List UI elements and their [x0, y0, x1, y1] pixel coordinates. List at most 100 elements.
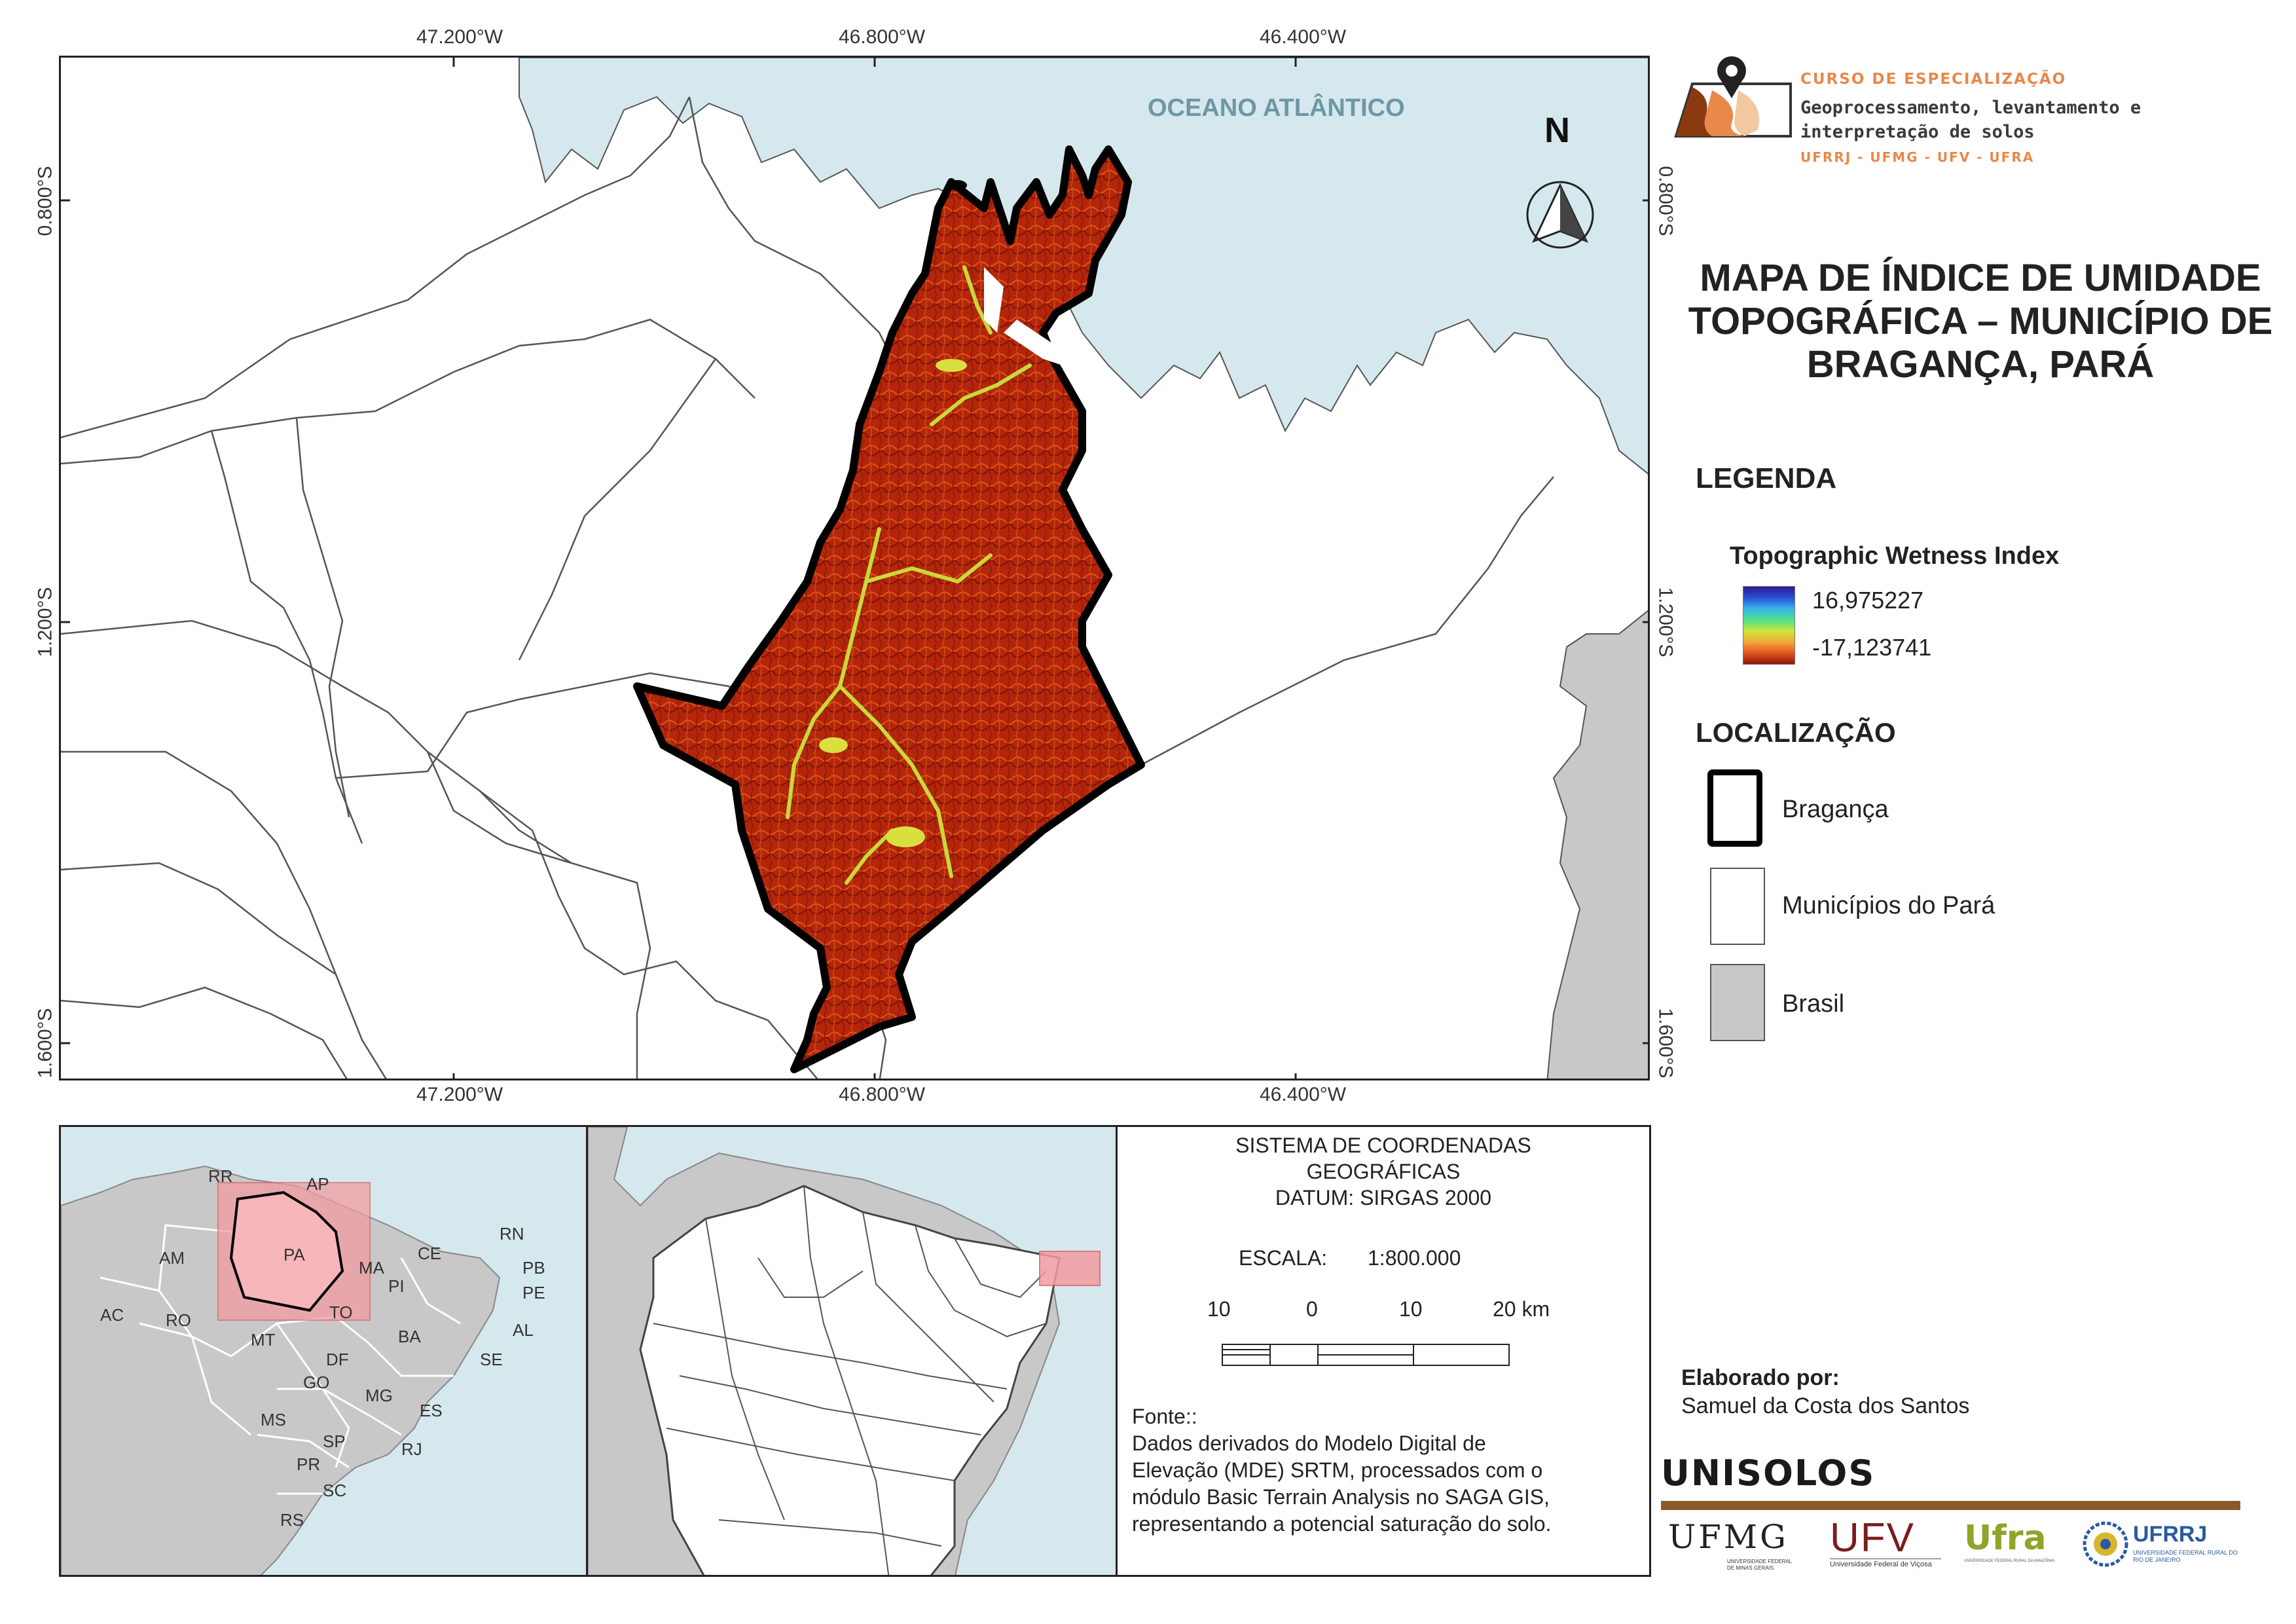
ufrrj-text: UFRRJ [2133, 1522, 2208, 1547]
coord-left-2: 1.200°S [34, 587, 56, 657]
north-label: N [1544, 111, 1570, 150]
twi-wet-channels [786, 265, 1032, 885]
ufmg-logo: UFMG UNIVERSIDADE FEDERAL DE MINAS GERAI… [1668, 1518, 1793, 1577]
ufrrj-seal-icon [2083, 1521, 2128, 1567]
map-title: MAPA DE ÍNDICE DE UMIDADE TOPOGRÁFICA – … [1688, 257, 2273, 386]
source-line-3: módulo Basic Terrain Analysis no SAGA GI… [1132, 1485, 1550, 1509]
state-label: SE [480, 1350, 503, 1369]
course-logo-mark [1674, 56, 1792, 138]
crs-line-2: GEOGRÁFICAS [1306, 1160, 1461, 1183]
scale-label: ESCALA: [1239, 1246, 1328, 1270]
ufrrj-sub: UNIVERSIDADE FEDERAL RURAL DO RIO DE JAN… [2133, 1549, 2238, 1563]
coord-left-3: 1.600°S [34, 1008, 56, 1079]
ufv-sub: Universidade Federal de Viçosa [1830, 1559, 1941, 1568]
legend-label-brasil: Brasil [1782, 990, 1845, 1018]
main-map: OCEANO ATLÂNTICO N [59, 56, 1650, 1080]
state-label: PE [522, 1283, 545, 1302]
state-label: DF [326, 1350, 349, 1369]
ufra-sub: UNIVERSIDADE FEDERAL RURAL DA AMAZÔNIA [1964, 1559, 2055, 1563]
state-label: AP [306, 1174, 329, 1194]
island [949, 180, 967, 191]
coord-bottom-1: 47.200°W [416, 1084, 503, 1105]
ufrrj-logo: UFRRJ UNIVERSIDADE FEDERAL RURAL DO RIO … [2082, 1518, 2239, 1577]
author-heading: Elaborado por: [1681, 1365, 1840, 1390]
state-label: AM [159, 1248, 185, 1268]
twi-max-label: 16,975227 [1812, 587, 1924, 614]
ufmg-text: UFMG [1668, 1518, 1789, 1556]
state-label: PA [283, 1245, 305, 1264]
para-region-shape [588, 1127, 1101, 1575]
ocean-label: OCEANO ATLÂNTICO [1148, 94, 1405, 122]
info-panel: SISTEMA DE COORDENADAS GEOGRÁFICAS DATUM… [1116, 1125, 1651, 1577]
coord-bottom-2: 46.800°W [839, 1084, 926, 1105]
state-label: RN [500, 1224, 524, 1244]
coord-right-2: 1.200°S [1654, 587, 1677, 657]
state-label: AL [513, 1320, 534, 1340]
ufv-text: UFV [1830, 1515, 1915, 1560]
legend-label-braganca: Bragança [1782, 796, 1889, 823]
twi-min-label: -17,123741 [1812, 634, 1932, 661]
north-arrow [1526, 181, 1594, 249]
scalebar-tick-4: 20 km [1493, 1297, 1550, 1321]
state-label: BA [398, 1327, 421, 1346]
state-label: MG [365, 1386, 393, 1405]
ufra-logo: Ufra UNIVERSIDADE FEDERAL RURAL DA AMAZÔ… [1964, 1518, 2056, 1577]
source-heading: Fonte:: [1132, 1405, 1197, 1428]
braganca-polygon [633, 145, 1145, 1073]
graticule-ticks [61, 58, 1648, 1079]
coord-top-3: 46.400°W [1260, 26, 1347, 48]
scalebar-tick-2: 0 [1306, 1297, 1318, 1321]
ufv-logo: UFV Universidade Federal de Viçosa [1830, 1518, 1941, 1577]
state-label: AC [100, 1305, 124, 1325]
state-label: SC [323, 1481, 347, 1500]
inset-para-map [586, 1125, 1118, 1577]
estuary-north [984, 267, 1004, 333]
location-heading: LOCALIZAÇÃO [1696, 717, 1896, 748]
state-label: PB [522, 1258, 545, 1278]
source-line-4: representando a potencial saturação do s… [1132, 1512, 1552, 1536]
coord-top-2: 46.800°W [839, 26, 926, 48]
source-line-2: Elevação (MDE) SRTM, processados com o [1132, 1458, 1543, 1482]
state-label: MA [359, 1258, 384, 1278]
coord-right-1: 0.800°S [1654, 166, 1677, 236]
scalebar-tick-1: 10 [1207, 1297, 1231, 1321]
braganca-highlight [1039, 1251, 1101, 1286]
scalebar-tick-3: 10 [1399, 1297, 1423, 1321]
brazil-mainland [1546, 610, 1648, 1079]
state-label: RS [280, 1510, 304, 1530]
course-logo: CURSO DE ESPECIALIZAÇÃO Geoprocessamento… [1666, 51, 2282, 172]
main-map-canvas [61, 58, 1648, 1079]
estuary [1004, 320, 1089, 372]
inset-brazil-map: RR AP AM PA MA CE RN PB PE PI AL SE AC R… [59, 1125, 588, 1577]
crs-line-1: SISTEMA DE COORDENADAS [1235, 1134, 1531, 1157]
state-label: MT [251, 1330, 276, 1350]
source-line-1: Dados derivados do Modelo Digital de [1132, 1431, 1486, 1455]
footer-bar [1661, 1501, 2240, 1510]
state-label: MS [261, 1410, 286, 1430]
brazil-shape [61, 1165, 501, 1575]
coord-top-1: 47.200°W [416, 26, 503, 48]
municipality-boundaries [61, 96, 1554, 1079]
datum: DATUM: SIRGAS 2000 [1275, 1186, 1492, 1209]
twi-color-ramp [1743, 586, 1795, 665]
legend-label-municipios: Municípios do Pará [1782, 892, 1995, 919]
scale-value: 1:800.000 [1368, 1246, 1461, 1270]
state-label: RO [166, 1310, 191, 1330]
author-name: Samuel da Costa dos Santos [1681, 1393, 1970, 1418]
coord-right-3: 1.600°S [1654, 1008, 1677, 1079]
course-title: Geoprocessamento, levantamento e interpr… [1800, 98, 2141, 142]
legend-heading: LEGENDA [1696, 462, 1837, 494]
state-label: GO [303, 1373, 330, 1392]
ufra-text: Ufra [1964, 1519, 2047, 1558]
legend-swatch-brasil [1710, 964, 1765, 1041]
state-label: TO [329, 1302, 353, 1322]
state-label: PI [388, 1276, 405, 1296]
state-label: SP [323, 1431, 346, 1451]
state-label: CE [418, 1244, 442, 1263]
ufmg-sub: UNIVERSIDADE FEDERAL DE MINAS GERAIS [1727, 1559, 1792, 1571]
coord-left-1: 0.800°S [34, 166, 56, 236]
state-label: ES [420, 1401, 443, 1420]
course-label: CURSO DE ESPECIALIZAÇÃO [1800, 71, 2067, 88]
scale-bar [1222, 1344, 1510, 1366]
legend-raster-name: Topographic Wetness Index [1730, 542, 2060, 570]
